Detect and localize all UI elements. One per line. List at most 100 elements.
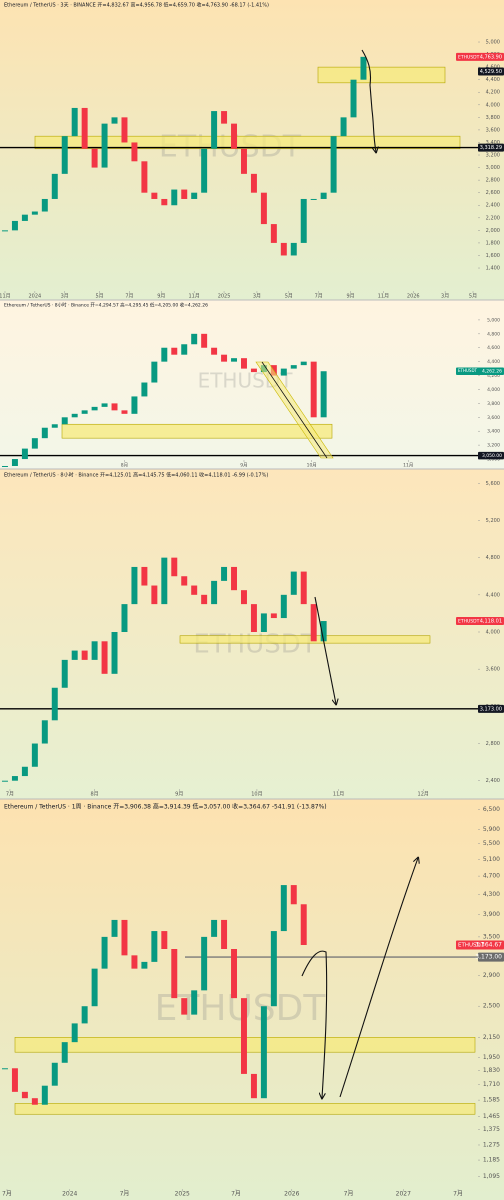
candle (231, 358, 238, 362)
y-tick-label: 4,800 (486, 555, 500, 561)
price-label-name: ETHUSDT (458, 368, 478, 373)
x-tick-label: 8月 (121, 463, 128, 469)
candle (171, 949, 178, 999)
candle (300, 904, 307, 946)
y-tick-label: 3,000 (487, 457, 500, 463)
price-zone (61, 423, 333, 439)
candle (240, 998, 247, 1074)
y-tick-label: 4,000 (486, 630, 500, 636)
candle (280, 594, 287, 619)
candle (310, 198, 317, 200)
candle (1, 230, 8, 232)
y-tick-label: 5,000 (487, 317, 500, 323)
candle (141, 161, 148, 193)
x-tick-label: 7月 (231, 1191, 241, 1198)
candle (61, 136, 68, 174)
candle (111, 403, 118, 411)
x-tick-label: 7月 (2, 1191, 12, 1198)
candle (21, 448, 28, 460)
y-tick-label: 4,400 (486, 592, 500, 598)
candle (51, 424, 58, 428)
candle (101, 123, 108, 168)
candle (1, 466, 8, 467)
candle (211, 347, 218, 355)
y-tick-label: 2,900 (483, 972, 500, 979)
candle (91, 406, 98, 411)
y-tick-label: 3,600 (486, 127, 500, 133)
price-label: 4,118.01 (480, 619, 502, 625)
candle (360, 56, 367, 80)
x-tick-label: 7月 (315, 294, 323, 300)
candle (11, 459, 18, 466)
candle (260, 1006, 267, 1099)
price-label: 3,318.29 (480, 145, 502, 151)
candle (260, 192, 267, 225)
x-tick-label: 9月 (346, 294, 354, 300)
candle (151, 361, 158, 383)
y-tick-label: 4,400 (487, 359, 500, 365)
candle (300, 198, 307, 243)
y-tick-label: 1,185 (483, 1157, 500, 1164)
candle (111, 117, 118, 124)
y-tick-label: 4,600 (487, 345, 500, 351)
candle (211, 111, 218, 149)
candle (11, 220, 18, 231)
x-tick-label: 9月 (240, 463, 247, 469)
candle (231, 949, 238, 999)
price-label-box (478, 952, 504, 962)
candle (290, 571, 297, 595)
candle (161, 347, 168, 362)
candle (51, 1062, 58, 1086)
candle (141, 566, 148, 586)
candle (191, 990, 198, 1015)
candle (61, 417, 68, 425)
y-tick-label: 5,000 (486, 40, 500, 46)
y-tick-label: 4,000 (486, 102, 500, 108)
x-tick-label: 11月 (0, 294, 11, 300)
x-tick-label: 10月 (307, 463, 317, 469)
y-tick-label: 1,375 (483, 1126, 500, 1133)
candle (11, 1068, 18, 1092)
x-tick-label: 5月 (469, 294, 477, 300)
candle (290, 365, 297, 369)
y-tick-label: 3,200 (486, 153, 500, 159)
candle (310, 361, 317, 418)
x-tick-label: 2026 (284, 1191, 299, 1198)
candle (1, 1068, 8, 1070)
price-label-box (478, 143, 504, 152)
x-tick-label: 8月 (91, 792, 99, 798)
chart-header: Ethereum / TetherUS · 8小时 · Binance 开=4,… (4, 302, 208, 309)
candle (11, 776, 18, 781)
x-tick-label: 12月 (418, 792, 429, 798)
candle (181, 576, 188, 586)
candle (91, 148, 98, 168)
candle (211, 919, 218, 937)
price-label-box (478, 67, 504, 76)
candle (31, 438, 38, 449)
candle (201, 333, 208, 348)
candle (171, 189, 178, 206)
candle (290, 885, 297, 905)
candle (41, 427, 48, 439)
y-tick-label: 2,800 (486, 741, 500, 747)
candle (250, 173, 257, 193)
candle (221, 919, 228, 950)
candle (131, 142, 138, 162)
y-tick-label: 3,500 (483, 933, 500, 940)
x-tick-label: 3月 (441, 294, 449, 300)
candle (101, 641, 108, 674)
price-label: 3,364.67 (475, 942, 502, 949)
price-label-box (456, 367, 504, 375)
x-tick-label: 2025 (218, 294, 231, 300)
drawn-arrow (314, 596, 336, 704)
candle (270, 931, 277, 1007)
chart-header: Ethereum / TetherUS · 3天 · BINANCE 开=4,8… (4, 2, 269, 9)
y-tick-label: 1,950 (483, 1054, 500, 1061)
panel-background (0, 799, 504, 1200)
candle (191, 585, 198, 595)
y-tick-label: 6,500 (483, 806, 500, 813)
y-tick-label: 2,200 (486, 215, 500, 221)
candle (320, 192, 327, 199)
candle (320, 621, 327, 642)
candle (151, 931, 158, 962)
